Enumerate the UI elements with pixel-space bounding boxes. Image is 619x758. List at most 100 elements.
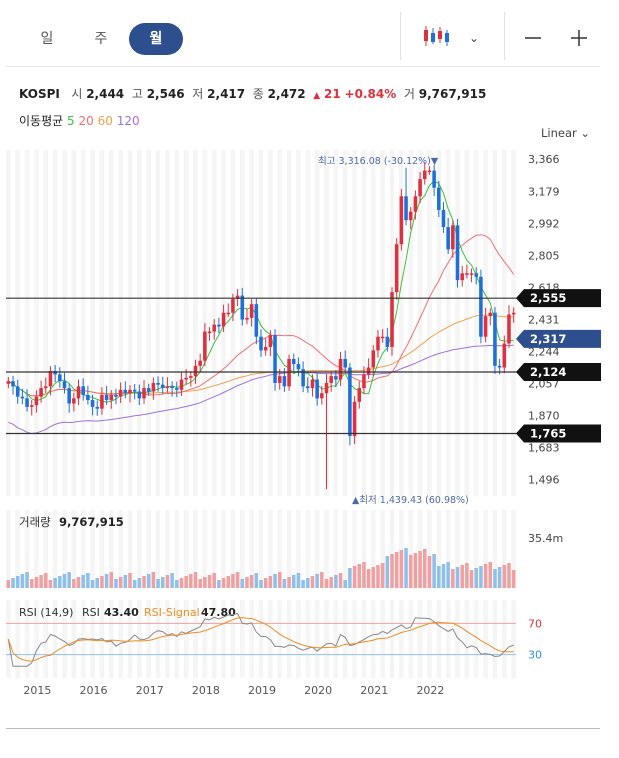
grid-column bbox=[408, 150, 414, 496]
candlestick-icon[interactable] bbox=[416, 24, 456, 52]
grid-column bbox=[417, 510, 423, 588]
grid-column bbox=[408, 510, 414, 588]
grid-column bbox=[258, 600, 264, 678]
grid-column bbox=[324, 510, 329, 588]
volume-bar bbox=[39, 575, 43, 588]
volume-bar bbox=[29, 579, 34, 588]
volume-bar bbox=[81, 575, 85, 588]
candle-body bbox=[451, 225, 455, 250]
high-value: 2,546 bbox=[146, 87, 185, 101]
plus-icon[interactable] bbox=[564, 24, 594, 52]
volume-bar bbox=[507, 563, 511, 588]
volume-bar bbox=[175, 580, 179, 588]
grid-column bbox=[90, 150, 95, 496]
volume-bar bbox=[376, 565, 380, 588]
volume-bar bbox=[502, 565, 507, 588]
candle-body bbox=[493, 312, 497, 366]
grid-column bbox=[342, 510, 348, 588]
candle-body bbox=[58, 374, 62, 382]
grid-column bbox=[127, 150, 133, 496]
volume-bar bbox=[86, 573, 90, 588]
grid-column bbox=[193, 510, 198, 588]
grid-column bbox=[43, 510, 49, 588]
candle-body bbox=[320, 393, 324, 399]
volume-bar bbox=[357, 564, 362, 588]
candle-body bbox=[114, 394, 118, 397]
grid-column bbox=[464, 510, 470, 588]
candle-body bbox=[15, 386, 20, 397]
volume-bar bbox=[479, 566, 483, 588]
volume-bar bbox=[151, 572, 156, 588]
grid-column bbox=[399, 150, 404, 496]
candle-body bbox=[432, 170, 436, 188]
x-tick-label: 2017 bbox=[136, 684, 164, 697]
volume-bar bbox=[259, 580, 263, 588]
candle-body bbox=[310, 379, 315, 389]
volume-bar bbox=[474, 568, 479, 588]
ma120-line bbox=[8, 344, 514, 435]
scale-selector[interactable]: Linear ⌄ bbox=[541, 126, 590, 140]
grid-column bbox=[380, 510, 385, 588]
grid-column bbox=[80, 510, 86, 588]
volume-bar bbox=[329, 577, 333, 588]
grid-column bbox=[108, 150, 114, 496]
minus-icon[interactable] bbox=[518, 24, 548, 52]
candle-body bbox=[212, 324, 216, 332]
volume-bar bbox=[343, 580, 347, 588]
grid-column bbox=[193, 150, 198, 496]
candle-body bbox=[306, 386, 310, 389]
grid-column bbox=[202, 510, 208, 588]
tab-daily[interactable]: 일 bbox=[40, 31, 54, 47]
candle-body bbox=[390, 292, 394, 347]
volume-bar bbox=[287, 577, 291, 588]
candle-body bbox=[357, 388, 362, 402]
grid-column bbox=[511, 150, 516, 496]
grid-column bbox=[99, 150, 105, 496]
candle-body bbox=[324, 382, 329, 394]
candle-body bbox=[352, 401, 357, 437]
grid-column bbox=[146, 510, 152, 588]
candle-body bbox=[334, 376, 338, 380]
price-tag-label: 1,765 bbox=[530, 426, 566, 440]
volume-bar bbox=[118, 577, 123, 588]
y-tick-label: 2,992 bbox=[528, 217, 560, 230]
grid-column bbox=[15, 600, 21, 678]
grid-column bbox=[43, 150, 49, 496]
grid-column bbox=[455, 510, 460, 588]
volume-bar bbox=[245, 577, 249, 588]
volume-bar bbox=[221, 578, 226, 588]
ma-label: 이동평균 bbox=[19, 114, 64, 128]
y-tick-label: 1,870 bbox=[528, 409, 560, 422]
grid-column bbox=[249, 600, 254, 678]
grid-column bbox=[436, 510, 442, 588]
grid-column bbox=[370, 600, 376, 678]
volume-bar bbox=[189, 574, 193, 588]
moving-average-legend: 이동평균 5 20 60 120 bbox=[19, 112, 140, 129]
chevron-down-icon[interactable]: ⌄ bbox=[468, 31, 480, 45]
candle-body bbox=[146, 388, 151, 392]
candle-body bbox=[273, 334, 277, 383]
volume-bar bbox=[156, 579, 160, 588]
volume-bar bbox=[67, 572, 71, 588]
candle-body bbox=[460, 273, 464, 281]
y-tick-label: 3,179 bbox=[528, 185, 560, 198]
tab-monthly[interactable]: 월 bbox=[129, 23, 183, 55]
grid-column bbox=[427, 600, 432, 678]
grid-column bbox=[286, 510, 292, 588]
grid-column bbox=[62, 150, 67, 496]
grid-column bbox=[34, 600, 39, 678]
volume-bar bbox=[441, 564, 446, 588]
candle-body bbox=[348, 367, 352, 437]
open-label: 시 bbox=[71, 87, 83, 101]
volume-bar bbox=[142, 576, 146, 588]
tab-weekly[interactable]: 주 bbox=[94, 31, 108, 47]
volume-bar bbox=[114, 579, 118, 588]
volume-bar bbox=[34, 577, 39, 588]
grid-column bbox=[174, 510, 180, 588]
grid-column bbox=[230, 150, 236, 496]
volume-bar bbox=[413, 553, 418, 588]
volume-bar bbox=[48, 580, 53, 588]
grid-column bbox=[492, 510, 498, 588]
volume-bar bbox=[371, 567, 376, 588]
